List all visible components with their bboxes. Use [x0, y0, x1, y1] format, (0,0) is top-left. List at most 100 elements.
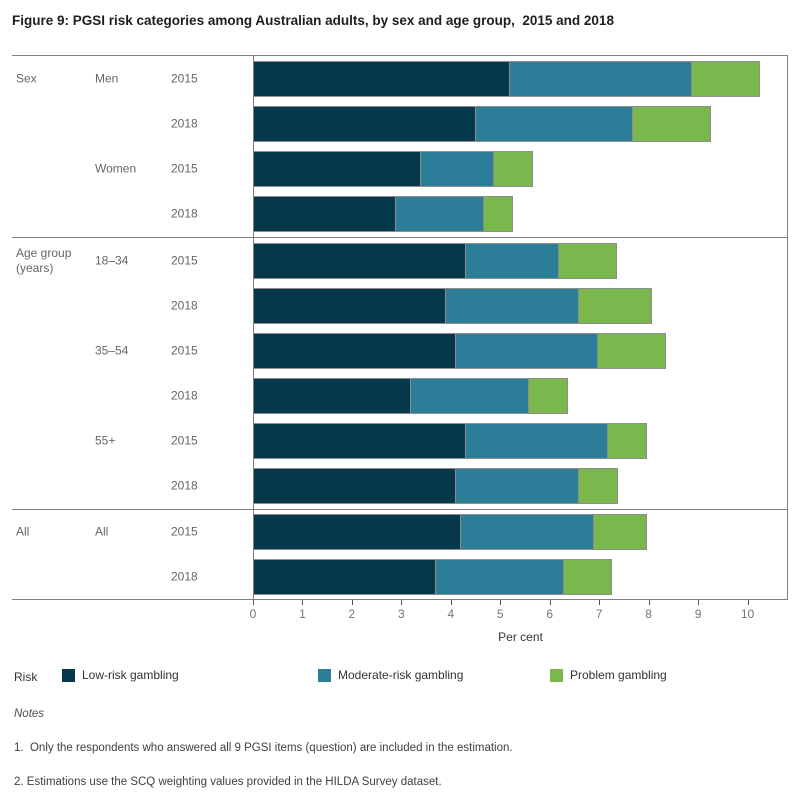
- chart-section: All All 2015 2018: [12, 509, 788, 599]
- row-category-label: All: [16, 524, 30, 539]
- bar-segment-problem[interactable]: [493, 151, 533, 188]
- row-year-label: 2018: [171, 388, 198, 403]
- legend: Risk Low-risk gambling Moderate-risk gam…: [12, 668, 788, 686]
- notes-heading: Notes: [14, 708, 45, 720]
- row-year-label: 2015: [171, 161, 198, 176]
- legend-item-moderate-risk[interactable]: Moderate-risk gambling: [318, 668, 463, 682]
- bar-segment-low-risk[interactable]: [253, 105, 476, 142]
- stacked-bar: [253, 287, 652, 324]
- chart-right-border: [787, 56, 788, 599]
- legend-item-label: Problem gambling: [570, 668, 667, 682]
- axis-baseline: [253, 56, 254, 599]
- bar-segment-moderate-risk[interactable]: [460, 514, 594, 551]
- bar-segment-moderate-risk[interactable]: [509, 60, 692, 97]
- bar-segment-problem[interactable]: [563, 558, 612, 595]
- bar-segment-moderate-risk[interactable]: [420, 151, 494, 188]
- note-line-2: 2. Estimations use the SCQ weighting val…: [14, 776, 442, 788]
- stacked-bar: [253, 423, 647, 460]
- row-subcategory-label: 35–54: [95, 343, 129, 358]
- axis-tick: [698, 600, 700, 605]
- bar-segment-moderate-risk[interactable]: [435, 558, 564, 595]
- row-category-label: Age group (years): [16, 245, 72, 275]
- bar-segment-problem[interactable]: [483, 196, 513, 233]
- axis-tick-label: 5: [496, 607, 504, 621]
- bar-segment-moderate-risk[interactable]: [395, 196, 484, 233]
- stacked-bar: [253, 378, 568, 415]
- axis-tick-label: 6: [546, 607, 554, 621]
- row-year-label: 2015: [171, 253, 198, 268]
- axis-tick: [648, 600, 650, 605]
- bar-segment-problem[interactable]: [593, 514, 647, 551]
- bar-segment-moderate-risk[interactable]: [455, 468, 579, 505]
- x-axis: 0 1 2 3 4 5 6 7 8 9 10 Per cent: [12, 600, 788, 650]
- bar-segment-low-risk[interactable]: [253, 514, 461, 551]
- legend-item-low-risk[interactable]: Low-risk gambling: [62, 668, 179, 682]
- bar-segment-low-risk[interactable]: [253, 332, 456, 369]
- bar-segment-moderate-risk[interactable]: [465, 242, 559, 279]
- axis-tick: [549, 600, 551, 605]
- axis-tick-label: 10: [740, 607, 755, 621]
- chart-row: Women 2015: [12, 147, 788, 192]
- axis-tick: [351, 600, 353, 605]
- bar-segment-problem[interactable]: [578, 468, 618, 505]
- bar-segment-low-risk[interactable]: [253, 242, 466, 279]
- bar-segment-problem[interactable]: [597, 332, 666, 369]
- row-year-label: 2015: [171, 524, 198, 539]
- bar-segment-moderate-risk[interactable]: [410, 378, 529, 415]
- stacked-bar: [253, 332, 666, 369]
- axis-tick-label: 0: [249, 607, 257, 621]
- legend-item-label: Low-risk gambling: [82, 668, 179, 682]
- axis-tick-label: 4: [447, 607, 455, 621]
- bar-segment-low-risk[interactable]: [253, 423, 466, 460]
- bar-segment-problem[interactable]: [632, 105, 711, 142]
- bar-segment-low-risk[interactable]: [253, 151, 421, 188]
- chart-row: 2018: [12, 464, 788, 509]
- bar-segment-problem[interactable]: [578, 287, 652, 324]
- row-year-label: 2018: [171, 478, 198, 493]
- bar-segment-moderate-risk[interactable]: [445, 287, 579, 324]
- row-year-label: 2018: [171, 569, 198, 584]
- bar-segment-moderate-risk[interactable]: [465, 423, 608, 460]
- axis-tick: [450, 600, 452, 605]
- stacked-bar: [253, 105, 711, 142]
- chart-row: 55+ 2015: [12, 419, 788, 464]
- bar-segment-problem[interactable]: [691, 60, 760, 97]
- row-year-label: 2018: [171, 206, 198, 221]
- axis-tick-label: 3: [398, 607, 405, 621]
- axis-tick: [747, 600, 749, 605]
- stacked-bar-chart: Sex Men 2015 2018 Women 2015 2018 Age group (ye…: [12, 55, 788, 600]
- row-year-label: 2018: [171, 116, 198, 131]
- bar-segment-problem[interactable]: [607, 423, 647, 460]
- bar-segment-problem[interactable]: [558, 242, 617, 279]
- bar-segment-low-risk[interactable]: [253, 196, 396, 233]
- axis-tick-label: 1: [299, 607, 306, 621]
- bar-segment-moderate-risk[interactable]: [475, 105, 633, 142]
- stacked-bar: [253, 514, 647, 551]
- bar-segment-problem[interactable]: [528, 378, 568, 415]
- chart-section: Sex Men 2015 2018 Women 2015 2018: [12, 56, 788, 237]
- axis-tick: [599, 600, 601, 605]
- bar-segment-low-risk[interactable]: [253, 558, 436, 595]
- stacked-bar: [253, 196, 513, 233]
- row-year-label: 2015: [171, 71, 198, 86]
- axis-tick: [500, 600, 502, 605]
- chart-row: 2018: [12, 555, 788, 600]
- chart-rows: Sex Men 2015 2018 Women 2015 2018 Age group (ye…: [12, 56, 788, 599]
- row-year-label: 2015: [171, 433, 198, 448]
- stacked-bar: [253, 558, 612, 595]
- chart-section: Age group (years) 18–34 2015 2018 35–54 2015 2…: [12, 237, 788, 509]
- row-subcategory-label: Women: [95, 161, 137, 176]
- x-axis-title: Per cent: [498, 630, 543, 644]
- bar-segment-low-risk[interactable]: [253, 287, 446, 324]
- row-subcategory-label: 18–34: [95, 253, 129, 268]
- bar-segment-low-risk[interactable]: [253, 60, 510, 97]
- axis-tick: [401, 600, 403, 605]
- bar-segment-moderate-risk[interactable]: [455, 332, 598, 369]
- bar-segment-low-risk[interactable]: [253, 468, 456, 505]
- bar-segment-low-risk[interactable]: [253, 378, 411, 415]
- stacked-bar: [253, 468, 618, 505]
- legend-item-problem[interactable]: Problem gambling: [550, 668, 667, 682]
- axis-tick-label: 8: [645, 607, 652, 621]
- stacked-bar: [253, 60, 760, 97]
